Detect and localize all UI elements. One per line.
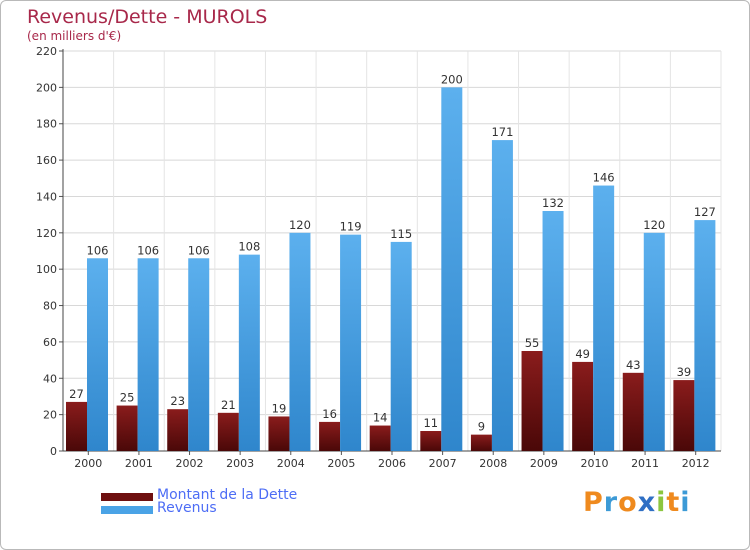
data-label: 115 xyxy=(390,227,412,241)
bar-revenus xyxy=(238,254,260,451)
data-label: 119 xyxy=(340,220,362,234)
data-label: 21 xyxy=(221,398,236,412)
logo-letter: r xyxy=(603,487,619,518)
x-tick-label: 2010 xyxy=(580,457,608,470)
data-label: 49 xyxy=(575,347,590,361)
data-label: 23 xyxy=(170,394,185,408)
bar-revenus xyxy=(643,232,665,451)
bar-revenus xyxy=(289,232,311,451)
bar-debt xyxy=(268,416,290,451)
data-label: 108 xyxy=(238,240,260,254)
x-tick-label: 2012 xyxy=(682,457,710,470)
data-labels: 27 106 25 106 23 106 21 108 19 120 16 119 14 115 11 200… xyxy=(69,72,716,433)
data-label: 132 xyxy=(542,196,564,210)
data-label: 200 xyxy=(441,72,463,86)
x-tick-label: 2000 xyxy=(74,457,102,470)
logo-letter: P xyxy=(583,487,604,518)
bar-debt xyxy=(572,361,594,451)
legend-label-debt: Montant de la Dette xyxy=(157,487,298,503)
logo-letter: t xyxy=(666,487,681,518)
y-tick-label: 20 xyxy=(43,409,57,422)
data-label: 106 xyxy=(87,243,109,257)
data-label: 19 xyxy=(272,401,287,415)
bar-debt xyxy=(622,372,644,451)
data-label: 106 xyxy=(188,243,210,257)
bars xyxy=(66,87,716,451)
y-tick-label: 120 xyxy=(36,227,57,240)
logo-letter: x xyxy=(637,487,657,518)
bar-debt xyxy=(673,380,695,451)
x-tick-label: 2008 xyxy=(479,457,507,470)
bar-revenus xyxy=(491,140,513,451)
data-label: 39 xyxy=(677,365,692,379)
bar-debt xyxy=(217,412,239,451)
x-tick-label: 2001 xyxy=(125,457,153,470)
logo-letter: i xyxy=(680,487,691,518)
bar-revenus xyxy=(542,211,564,451)
y-tick-label: 80 xyxy=(43,300,57,313)
data-label: 146 xyxy=(593,171,615,185)
bar-debt xyxy=(420,431,442,451)
y-tick-label: 140 xyxy=(36,190,57,203)
data-label: 11 xyxy=(423,416,438,430)
x-tick-label: 2002 xyxy=(176,457,204,470)
logo-letter: i xyxy=(656,487,667,518)
legend-swatch-debt xyxy=(101,493,153,501)
x-tick-label: 2005 xyxy=(327,457,355,470)
data-label: 106 xyxy=(137,243,159,257)
logo-letter: o xyxy=(618,487,638,518)
data-label: 55 xyxy=(525,336,540,350)
bar-revenus xyxy=(340,234,362,451)
x-tick-label: 2004 xyxy=(277,457,305,470)
bar-revenus xyxy=(390,241,412,451)
x-tick-label: 2007 xyxy=(429,457,457,470)
bar-debt xyxy=(66,401,87,451)
data-label: 43 xyxy=(626,358,641,372)
x-tick-label: 2006 xyxy=(378,457,406,470)
chart-subtitle: (en milliers d'€) xyxy=(27,29,122,43)
bar-debt xyxy=(116,405,138,451)
bar-revenus xyxy=(441,87,463,451)
bar-debt xyxy=(369,425,391,451)
bar-debt xyxy=(470,434,492,451)
bar-revenus xyxy=(188,258,210,451)
data-label: 27 xyxy=(69,387,84,401)
chart-title: Revenus/Dette - MUROLS xyxy=(27,6,268,28)
x-tick-label: 2003 xyxy=(226,457,254,470)
data-label: 14 xyxy=(373,411,388,425)
proxiti-logo: Proxiti xyxy=(583,487,691,518)
bar-debt xyxy=(521,351,543,451)
y-tick-label: 60 xyxy=(43,336,57,349)
bar-revenus xyxy=(593,185,615,451)
y-tick-label: 220 xyxy=(36,45,57,58)
bar-revenus xyxy=(87,258,108,451)
y-tick-label: 100 xyxy=(36,263,57,276)
y-tick-label: 40 xyxy=(43,372,57,385)
data-label: 16 xyxy=(322,407,337,421)
data-label: 9 xyxy=(478,420,485,434)
y-tick-label: 0 xyxy=(50,445,57,458)
bar-revenus xyxy=(137,258,159,451)
bar-debt xyxy=(167,409,189,451)
data-label: 25 xyxy=(120,391,135,405)
legend-label-revenus: Revenus xyxy=(157,500,217,516)
data-label: 171 xyxy=(491,125,513,139)
legend-swatch-revenus xyxy=(101,506,153,514)
data-label: 120 xyxy=(643,218,665,232)
y-tick-label: 180 xyxy=(36,118,57,131)
data-label: 120 xyxy=(289,218,311,232)
bar-revenus xyxy=(694,220,716,451)
x-tick-label: 2009 xyxy=(530,457,558,470)
x-tick-label: 2011 xyxy=(631,457,659,470)
y-tick-label: 160 xyxy=(36,154,57,167)
y-tick-label: 200 xyxy=(36,81,57,94)
data-label: 127 xyxy=(694,205,716,219)
bar-debt xyxy=(319,421,341,451)
